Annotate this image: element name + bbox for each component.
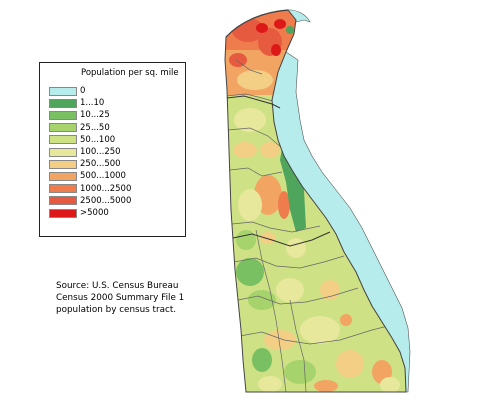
county-boundaries: [226, 95, 331, 247]
legend-swatch: [49, 147, 77, 157]
legend-swatch: [49, 135, 77, 145]
legend-item: 100...250: [49, 147, 121, 157]
legend-label: >5000: [80, 208, 109, 218]
legend-swatch: [49, 86, 77, 96]
source-line-3: population by census tract.: [56, 305, 177, 315]
legend-swatch: [49, 98, 77, 108]
legend-swatch: [49, 159, 77, 169]
legend-label: 10...25: [80, 110, 110, 121]
legend-item: 250...500: [49, 159, 121, 169]
legend-title: Population per sq. mile: [81, 68, 179, 78]
legend-label: 100...250: [80, 147, 121, 157]
legend-label: 1000...2500: [80, 183, 132, 194]
legend-label: 1...10: [80, 98, 105, 109]
northern-arc-border: [225, 9, 289, 38]
legend-swatch: [49, 196, 77, 206]
legend-item: 10...25: [49, 110, 110, 120]
legend-label: 250...500: [80, 159, 121, 170]
legend-item: 50...100: [49, 135, 115, 145]
legend-item: 500...1000: [49, 171, 126, 181]
legend-item: 0: [49, 86, 85, 96]
legend-label: 500...1000: [80, 171, 126, 182]
source-note: Source: U.S. Census Bureau Census 2000 S…: [56, 280, 184, 316]
legend-item: 1000...2500: [49, 184, 131, 194]
legend-swatch: [49, 123, 77, 133]
legend-swatch: [49, 184, 77, 194]
legend-item: >5000: [49, 208, 109, 218]
source-line-1: Source: U.S. Census Bureau: [56, 281, 179, 291]
legend-swatch: [49, 171, 77, 181]
legend-swatch: [49, 208, 77, 218]
legend-item: 25...50: [49, 123, 110, 133]
legend-item: 2500...5000: [49, 196, 131, 206]
legend-label: 2500...5000: [80, 195, 132, 206]
legend-label: 25...50: [80, 122, 110, 133]
legend-label: 50...100: [80, 134, 116, 145]
legend-label: 0: [80, 86, 86, 96]
map-legend: Population per sq. mile 0 1...10 10...25 25…: [39, 62, 186, 237]
legend-item: 1...10: [49, 98, 104, 108]
source-line-2: Census 2000 Summary File 1: [56, 293, 185, 303]
legend-swatch: [49, 110, 77, 120]
